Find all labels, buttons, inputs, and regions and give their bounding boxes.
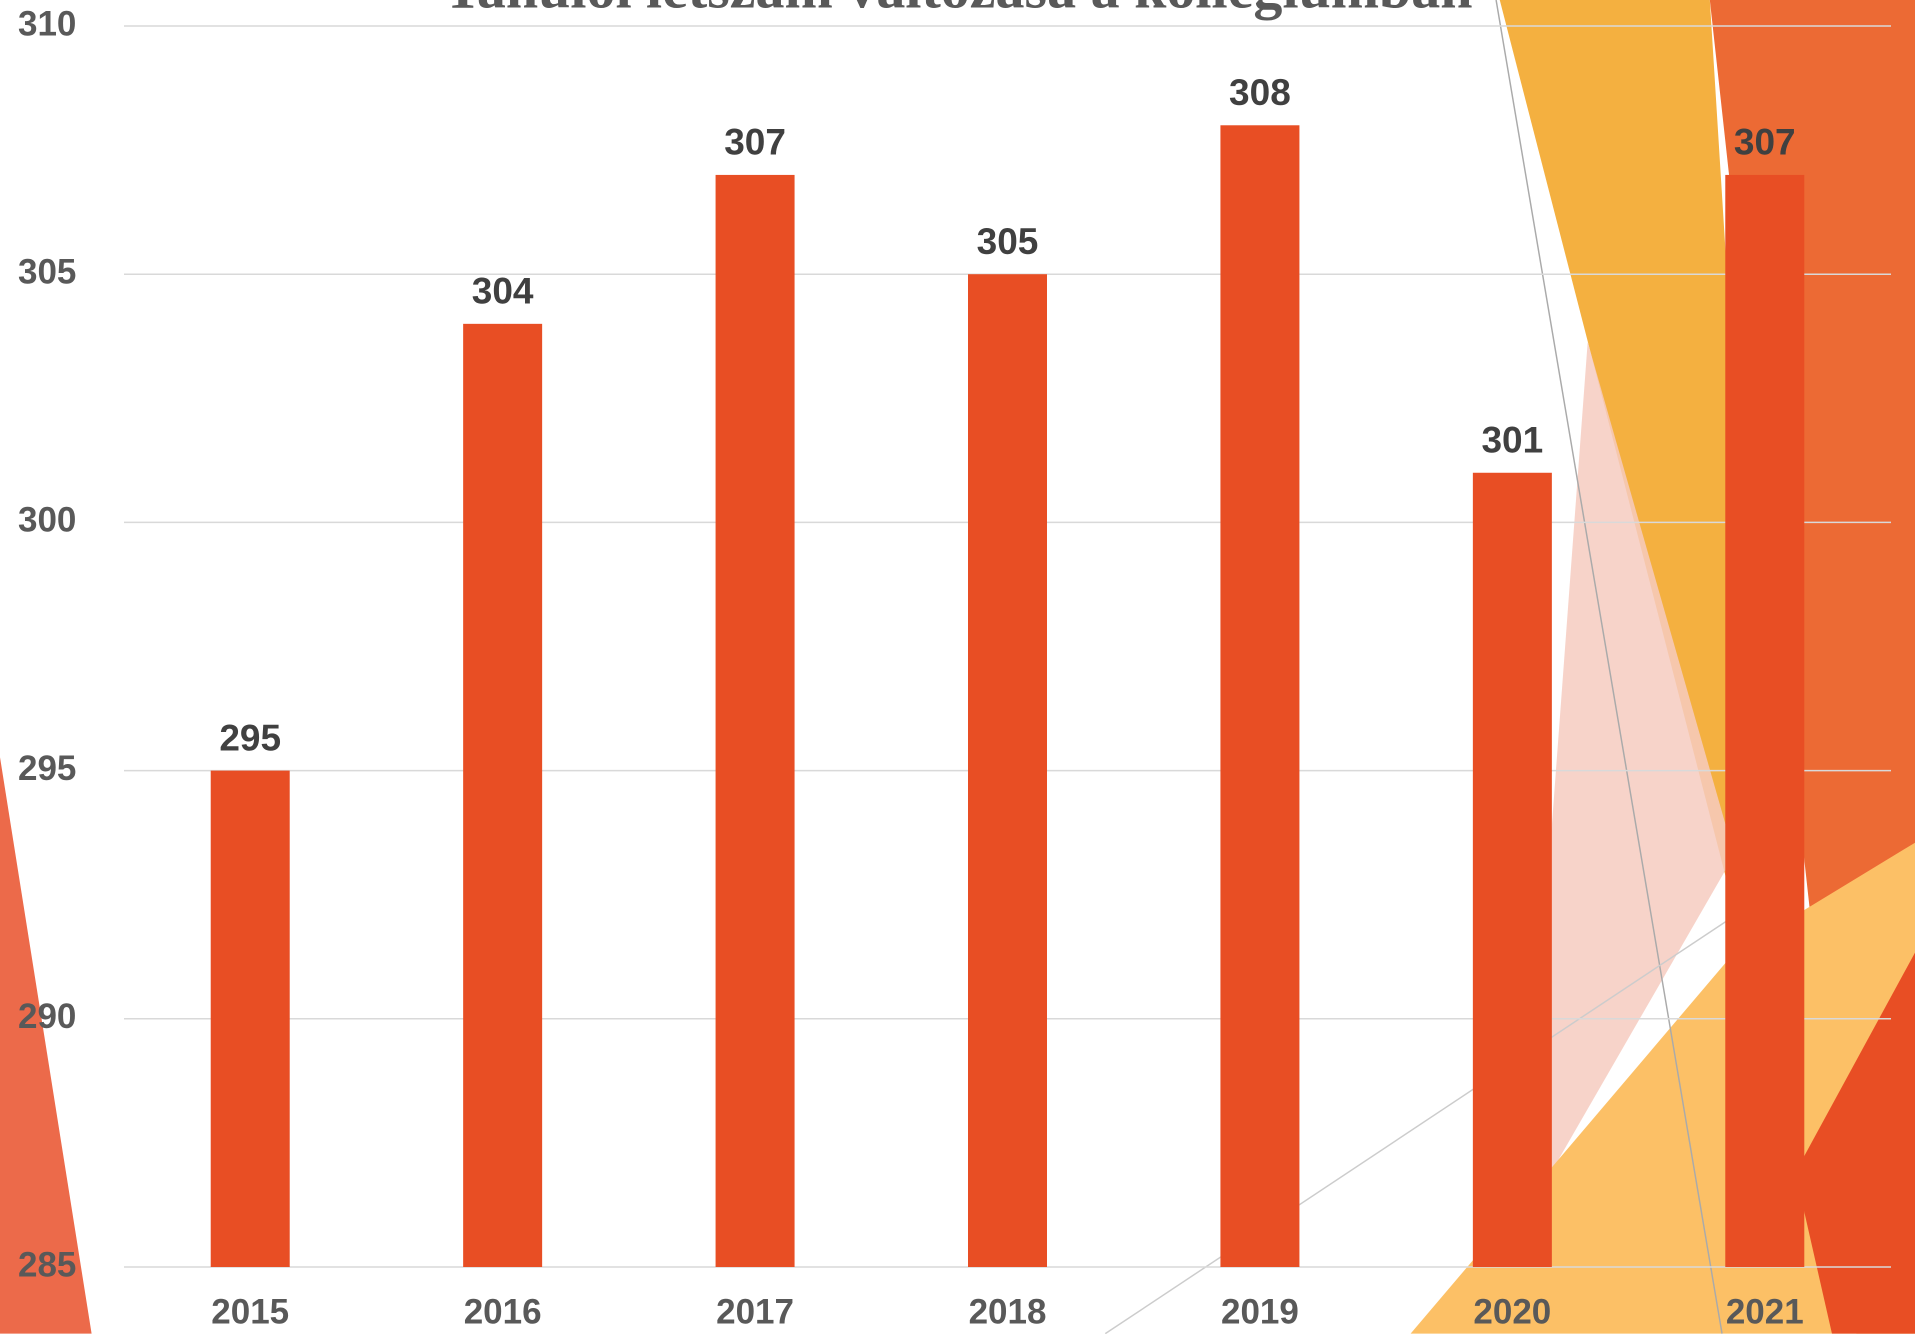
x-tick-label: 2018 bbox=[969, 1292, 1047, 1331]
decor-line bbox=[1104, 915, 1735, 1334]
x-tick-label: 2019 bbox=[1221, 1292, 1299, 1331]
bar bbox=[1220, 125, 1300, 1267]
bar bbox=[1472, 472, 1552, 1267]
y-tick-label: 310 bbox=[18, 4, 76, 43]
bar bbox=[463, 323, 543, 1268]
y-tick-label: 300 bbox=[18, 501, 76, 540]
y-tick-label: 290 bbox=[18, 997, 76, 1036]
x-tick-label: 2017 bbox=[716, 1292, 794, 1331]
x-tick-label: 2020 bbox=[1473, 1292, 1551, 1331]
y-tick-label: 295 bbox=[18, 749, 76, 788]
plot-area: 285 290 295 300 305 310 295 2015 304 2016 307 2017 3… bbox=[18, 4, 1891, 1331]
x-tick-label: 2015 bbox=[211, 1292, 289, 1331]
y-tick-label: 305 bbox=[18, 252, 76, 291]
chart-title: Tanulói létszám változása a kollégiumban bbox=[443, 0, 1472, 20]
decor-shape bbox=[1499, 0, 1765, 910]
bar bbox=[715, 174, 795, 1267]
bar bbox=[210, 770, 290, 1267]
data-label: 304 bbox=[472, 271, 534, 312]
data-label: 301 bbox=[1481, 420, 1543, 461]
bar bbox=[968, 274, 1047, 1267]
x-tick-label: 2021 bbox=[1726, 1292, 1804, 1331]
data-label: 308 bbox=[1229, 72, 1291, 113]
data-label: 307 bbox=[724, 122, 786, 163]
decor-line bbox=[1495, 0, 1723, 1334]
y-tick-label: 285 bbox=[18, 1245, 76, 1284]
decor-shape bbox=[1795, 952, 1915, 1334]
bar bbox=[1725, 174, 1805, 1267]
decor-shape bbox=[1538, 341, 1735, 1173]
data-label: 305 bbox=[977, 221, 1039, 262]
data-label: 295 bbox=[219, 717, 281, 758]
data-label: 307 bbox=[1734, 122, 1796, 163]
x-tick-label: 2016 bbox=[464, 1292, 542, 1331]
